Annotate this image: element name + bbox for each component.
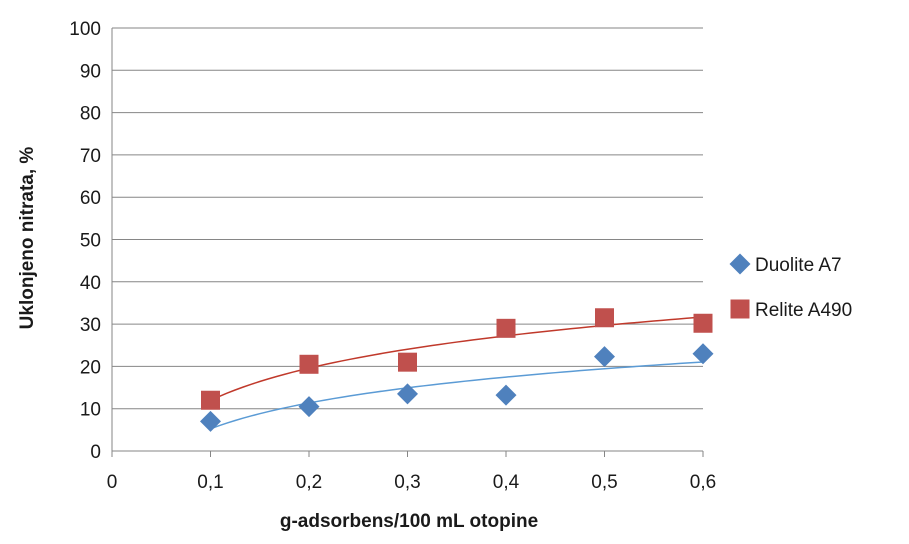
trendline xyxy=(210,361,704,430)
data-point xyxy=(495,384,517,406)
legend-label: Duolite A7 xyxy=(755,255,842,276)
x-tick-label: 0,5 xyxy=(591,472,617,493)
data-point xyxy=(397,383,418,405)
x-tick-label: 0,1 xyxy=(197,472,223,493)
trendline xyxy=(210,316,704,402)
x-tick-label: 0 xyxy=(107,472,118,493)
data-point xyxy=(496,318,516,338)
data-point xyxy=(200,410,221,432)
data-point xyxy=(595,308,614,328)
data-point xyxy=(398,352,417,372)
data-point xyxy=(299,354,319,374)
legend-marker xyxy=(730,299,750,319)
trendlines xyxy=(210,316,704,430)
y-tick-label: 50 xyxy=(80,231,101,252)
data-point xyxy=(201,390,220,410)
y-axis-title: Uklonjeno nitrata, % xyxy=(17,147,38,330)
grid-lines xyxy=(111,27,704,457)
x-tick-label: 0,6 xyxy=(690,472,716,493)
y-tick-label: 70 xyxy=(80,146,101,167)
legend-label: Relite A490 xyxy=(755,300,852,321)
data-point xyxy=(693,313,713,333)
y-tick-label: 0 xyxy=(90,442,101,463)
y-tick-label: 40 xyxy=(80,273,101,294)
tick-labels: 0 10 20 30 40 50 60 70 80 90 100 0 0,1 0,2 0,3 0,4 0,5 0,… xyxy=(69,19,716,493)
x-tick-label: 0,2 xyxy=(296,472,322,493)
y-tick-label: 80 xyxy=(80,104,101,125)
data-markers xyxy=(200,308,714,432)
y-tick-label: 10 xyxy=(80,400,101,421)
y-tick-label: 90 xyxy=(80,61,101,82)
y-tick-label: 30 xyxy=(80,315,101,336)
y-tick-label: 100 xyxy=(69,19,101,40)
data-point xyxy=(298,396,320,418)
x-tick-label: 0,4 xyxy=(493,472,520,493)
y-tick-label: 60 xyxy=(80,188,101,209)
x-tick-label: 0,3 xyxy=(394,472,420,493)
legend: Duolite A7 Relite A490 xyxy=(729,253,852,321)
data-point xyxy=(692,343,714,365)
legend-marker xyxy=(729,253,751,275)
y-tick-label: 20 xyxy=(80,357,101,378)
x-axis-title: g-adsorbens/100 mL otopine xyxy=(280,511,538,532)
data-point xyxy=(594,346,615,368)
